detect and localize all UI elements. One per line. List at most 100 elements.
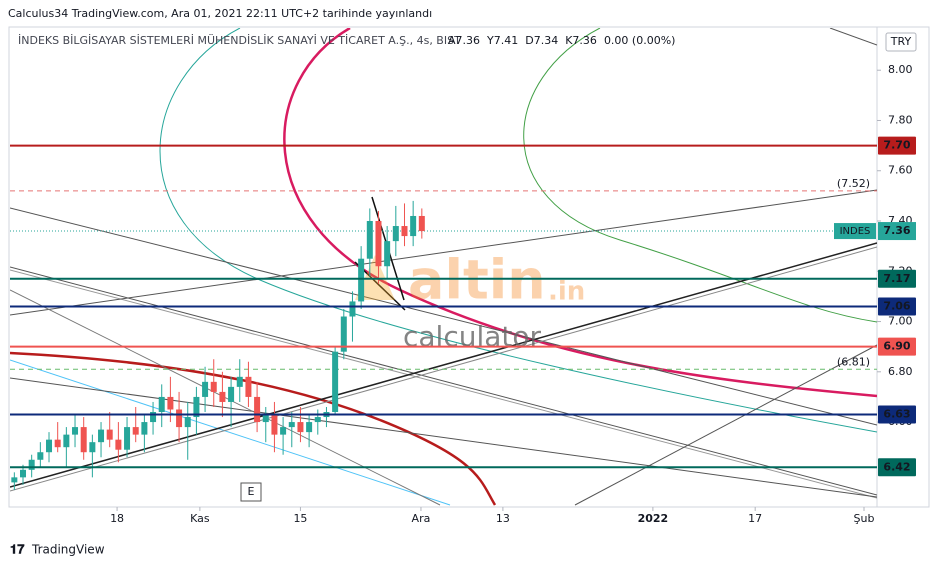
watermark-text: .in xyxy=(548,277,585,307)
level-label-box xyxy=(878,269,916,288)
candle-body xyxy=(28,459,35,470)
candle-body xyxy=(46,439,53,453)
candle-body xyxy=(176,409,183,428)
fib-arc xyxy=(10,351,497,506)
event-marker: E xyxy=(248,485,255,498)
x-tick-label: Ara xyxy=(412,512,431,525)
candle-body xyxy=(80,427,87,453)
level-label-box xyxy=(878,458,916,477)
candle-body xyxy=(184,417,191,428)
y-tick-label: 7.00 xyxy=(888,315,913,328)
candle-body xyxy=(63,434,70,448)
candle-body xyxy=(141,422,148,435)
level-label-box xyxy=(878,337,916,356)
last-price-symbol-box xyxy=(834,223,876,240)
candle-body xyxy=(271,414,278,435)
candle-body xyxy=(280,427,287,435)
trend-line xyxy=(10,207,877,426)
candle-body xyxy=(158,396,165,413)
candle-body xyxy=(106,429,113,440)
trend-line xyxy=(829,28,877,46)
watermark-text: calculator xyxy=(403,320,542,353)
level-label: 7.17 xyxy=(883,272,910,285)
footer-brand: TradingView xyxy=(31,543,105,557)
candle-body xyxy=(236,376,243,387)
candle-body xyxy=(410,215,417,237)
y-tick-label: 7.80 xyxy=(888,113,913,126)
candle-body xyxy=(340,316,347,352)
last-price-box xyxy=(878,222,916,241)
watermark: altin .in xyxy=(355,249,585,312)
publish-header: Calculus34 TradingView.com, Ara 01, 2021… xyxy=(8,7,432,20)
level-label-box xyxy=(878,136,916,155)
candle-body xyxy=(202,381,209,397)
trend-line xyxy=(10,269,877,499)
watermark-logo xyxy=(355,255,395,300)
trend-line xyxy=(10,189,877,316)
candle-body xyxy=(245,376,252,397)
candle-body xyxy=(20,469,27,478)
trend-line xyxy=(10,242,877,488)
trend-line xyxy=(574,344,877,506)
drawings xyxy=(10,28,877,506)
level-label: 7.70 xyxy=(883,139,910,152)
candle-body xyxy=(375,221,382,267)
candle-body xyxy=(392,226,399,242)
x-tick-label: 13 xyxy=(496,512,510,525)
ohlc-value: Y7.41 xyxy=(486,34,518,47)
x-tick-label: 15 xyxy=(293,512,307,525)
candle-body xyxy=(167,396,174,410)
candle-body xyxy=(37,452,44,460)
y-tick-label: 6.80 xyxy=(888,365,913,378)
ohlc-value: A7.36 xyxy=(448,34,480,47)
candle-body xyxy=(228,386,235,402)
candle-body xyxy=(262,414,269,423)
candle-body xyxy=(72,427,79,435)
candle-body xyxy=(366,221,373,259)
symbol-title: İNDEKS BİLGİSAYAR SİSTEMLERİ MÜHENDİSLİK… xyxy=(18,34,461,47)
candle-body xyxy=(219,391,226,402)
level-label: 6.90 xyxy=(883,340,910,353)
frame xyxy=(8,26,930,508)
level-label: 6.42 xyxy=(883,460,910,473)
dashed-level-label: (7.52) xyxy=(837,177,870,190)
candle-body xyxy=(418,215,425,232)
candle-body xyxy=(358,258,365,302)
y-tick-label: 8.00 xyxy=(888,63,913,76)
candle-body xyxy=(401,226,408,237)
last-price-symbol: INDES xyxy=(840,226,871,237)
fib-arc xyxy=(159,28,877,433)
trend-line xyxy=(10,359,451,506)
candle-body xyxy=(150,412,157,423)
level-label-box xyxy=(878,297,916,316)
candle-body xyxy=(132,427,139,435)
level-label: 6.63 xyxy=(883,408,910,421)
x-tick-label: 17 xyxy=(748,512,762,525)
candle-body xyxy=(332,351,339,413)
level-label: 7.06 xyxy=(883,299,910,312)
currency-box xyxy=(885,32,917,52)
legend: İNDEKS BİLGİSAYAR SİSTEMLERİ MÜHENDİSLİK… xyxy=(18,34,461,47)
currency: TRY xyxy=(890,35,912,48)
candle-body xyxy=(124,427,131,450)
ohlc-value: D7.34 xyxy=(525,34,558,47)
y-tick-label: 7.60 xyxy=(888,164,913,177)
candle-body xyxy=(210,381,217,392)
x-tick-label: Şub xyxy=(854,512,875,525)
candle-body xyxy=(98,429,105,443)
candle-body xyxy=(54,439,61,448)
ohlc-value: K7.36 xyxy=(565,34,597,47)
candle-body xyxy=(193,396,200,418)
candle-body xyxy=(384,241,391,267)
candle-body xyxy=(349,301,356,317)
candle-body xyxy=(288,422,295,428)
candle-body xyxy=(115,439,122,450)
x-tick-label: Kas xyxy=(190,512,210,525)
x-tick-label: 2022 xyxy=(638,512,669,525)
trend-line xyxy=(10,266,877,496)
candle-body xyxy=(254,396,261,423)
ohlc-value: 0.00 (0.00%) xyxy=(604,34,676,47)
event-marker-box xyxy=(240,482,262,502)
